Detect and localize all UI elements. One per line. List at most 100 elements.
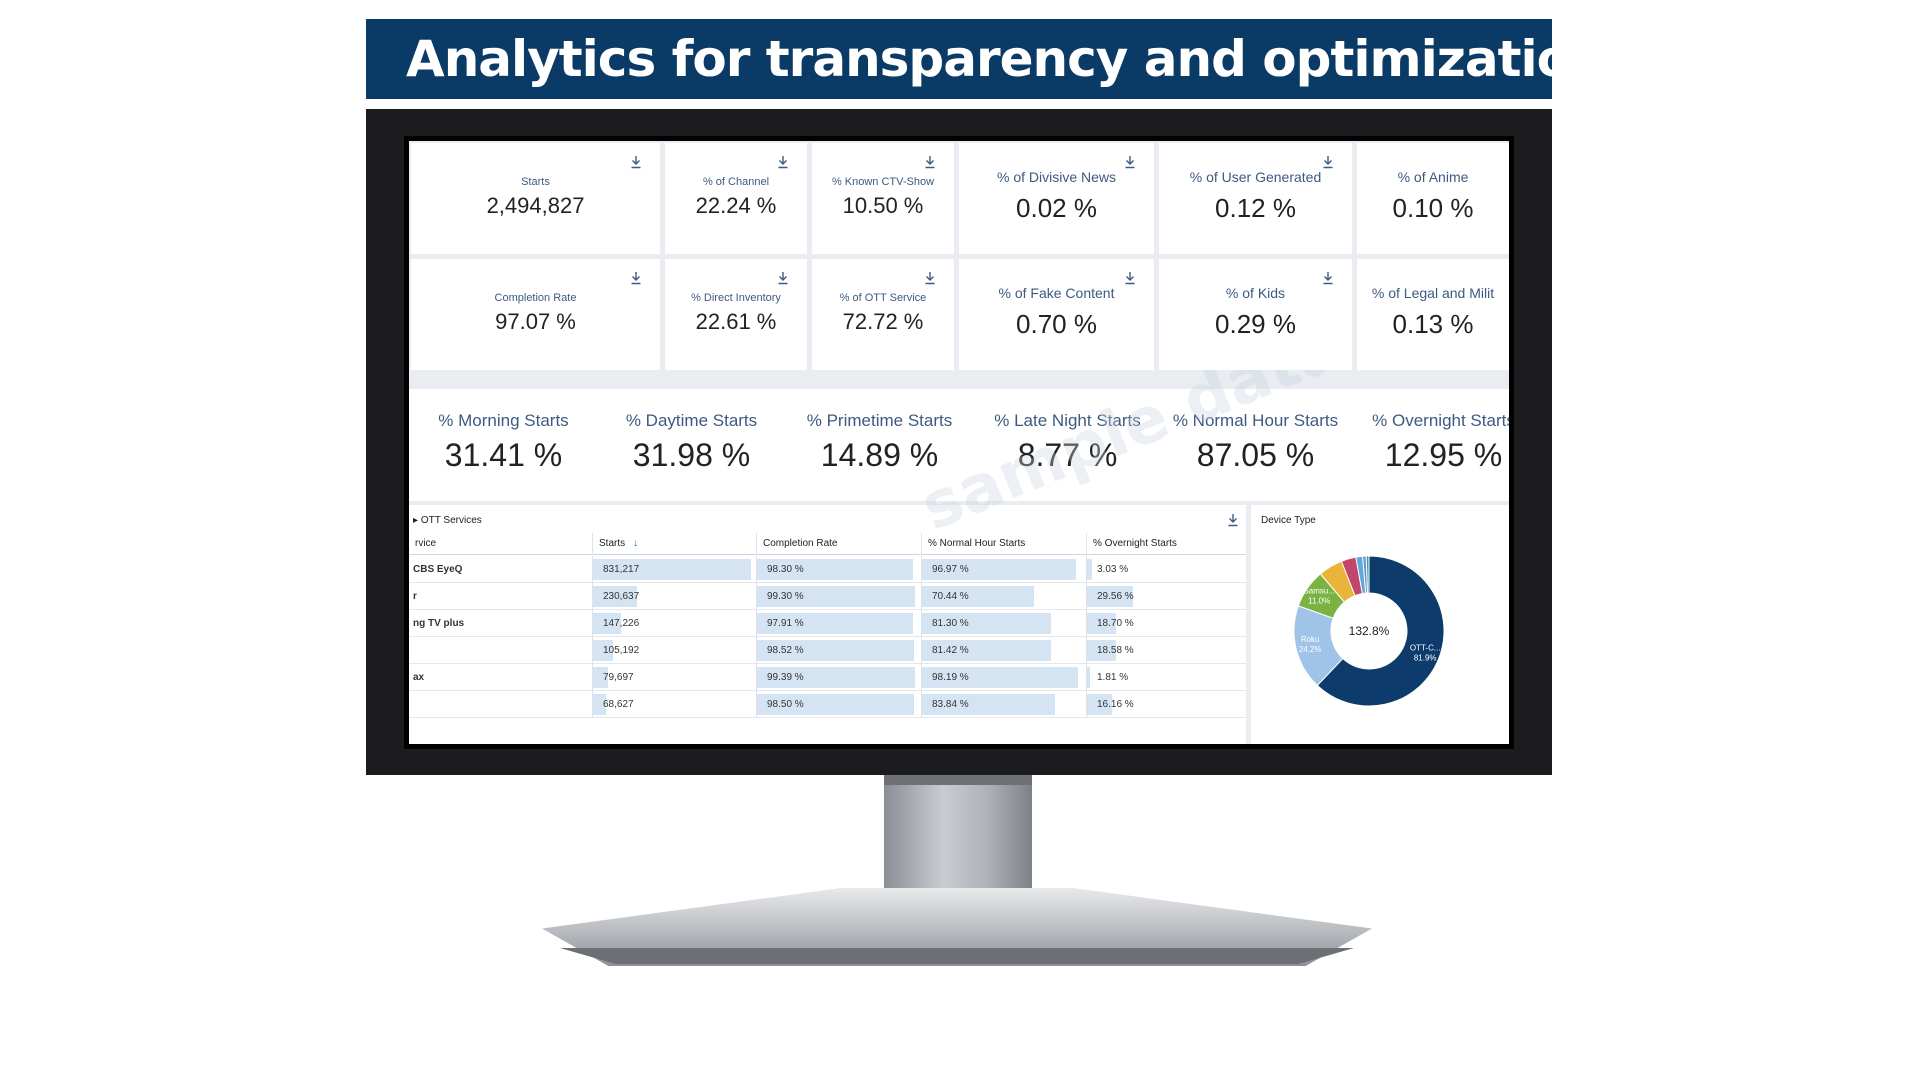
time-of-day-label: % Daytime Starts (625, 411, 758, 430)
download-icon[interactable] (1227, 513, 1239, 527)
metric-cell: 29.56 % (1086, 583, 1246, 610)
ott-services-panel: ▸ OTT Services rvice Starts ↓ Completion Ra… (409, 505, 1246, 744)
kpi-card: % of Divisive News 0.02 % (959, 143, 1154, 254)
download-icon[interactable] (1124, 271, 1136, 285)
cell-text: 99.39 % (767, 672, 804, 683)
cell-text: 3.03 % (1097, 564, 1129, 575)
cell-text: 18.70 % (1097, 618, 1134, 629)
download-icon[interactable] (924, 271, 936, 285)
sort-descending-icon[interactable]: ↓ (633, 538, 639, 549)
metric-cell: 99.30 % (756, 583, 921, 610)
table-row[interactable]: 105,192 98.52 % 81.42 % 18.58 % (409, 637, 1246, 664)
kpi-value: 97.07 % (495, 309, 576, 334)
cell-data-bar (593, 613, 621, 634)
time-of-day-metric: % Normal Hour Starts 87.05 % (1163, 389, 1348, 501)
kpi-value: 0.10 % (1392, 193, 1474, 223)
time-of-day-strip: % Morning Starts 31.41 % % Daytime Starts 3… (409, 389, 1509, 501)
cell-data-bar (593, 694, 606, 715)
column-header[interactable]: % Normal Hour Starts (921, 533, 1086, 555)
metric-cell: 98.50 % (756, 691, 921, 718)
download-icon[interactable] (777, 271, 789, 285)
metric-cell: 230,637 (592, 583, 756, 610)
cell-text: 831,217 (603, 564, 640, 575)
table-row[interactable]: ng TV plus 147,226 97.91 % 81.30 % 18.70 % (409, 610, 1246, 637)
metric-cell: 18.58 % (1086, 637, 1246, 664)
kpi-value: 0.12 % (1215, 193, 1296, 223)
table-row[interactable]: r 230,637 99.30 % 70.44 % 29.56 % (409, 583, 1246, 610)
cell-data-bar (1087, 667, 1090, 688)
cell-data-bar (1087, 640, 1116, 661)
cell-text: 29.56 % (1097, 591, 1134, 602)
cell-text: 97.91 % (767, 618, 804, 629)
cell-data-bar (593, 559, 751, 580)
cell-data-bar (1087, 559, 1092, 580)
cell-text: 70.44 % (932, 591, 969, 602)
kpi-card: % of Anime 0.10 % (1357, 143, 1509, 254)
device-type-title: Device Type (1261, 515, 1316, 526)
metric-cell: 98.19 % (921, 664, 1086, 691)
cell-text: 147,226 (603, 618, 640, 629)
kpi-label: % of Fake Content (998, 285, 1115, 301)
metric-cell: 98.30 % (756, 556, 921, 583)
download-icon[interactable] (1124, 155, 1136, 169)
cell-text: 105,192 (603, 645, 640, 656)
time-of-day-label: % Normal Hour Starts (1172, 411, 1339, 430)
cell-text: 18.58 % (1097, 645, 1134, 656)
kpi-card: Completion Rate 97.07 % (411, 259, 660, 370)
kpi-label: % of Channel (702, 176, 770, 188)
cell-data-bar (757, 586, 915, 607)
service-name-cell: r (409, 583, 592, 610)
kpi-value: 10.50 % (842, 193, 924, 218)
donut-slice[interactable] (1365, 555, 1370, 594)
kpi-card: % Direct Inventory 22.61 % (665, 259, 807, 370)
download-icon[interactable] (630, 155, 642, 169)
kpi-card: % of Channel 22.24 % (665, 143, 807, 254)
metric-cell: 83.84 % (921, 691, 1086, 718)
donut-slice[interactable] (1316, 555, 1445, 707)
column-header[interactable]: % Overnight Starts (1086, 533, 1246, 555)
metric-cell: 81.30 % (921, 610, 1086, 637)
table-row[interactable]: ax 79,697 99.39 % 98.19 % 1.81 % (409, 664, 1246, 691)
collapse-icon[interactable]: ▸ (413, 515, 421, 526)
download-icon[interactable] (630, 271, 642, 285)
kpi-value: 2,494,827 (486, 193, 585, 218)
cell-text: 98.52 % (767, 645, 804, 656)
kpi-label: % of Anime (1397, 169, 1469, 185)
metric-cell: 1.81 % (1086, 664, 1246, 691)
column-header[interactable]: rvice (409, 533, 592, 555)
donut-center-label: 132.8% (1349, 624, 1390, 638)
ott-services-title: ▸ OTT Services (413, 515, 482, 526)
cell-text: 1.81 % (1097, 672, 1129, 683)
cell-data-bar (593, 640, 613, 661)
donut-slice-label: OTT-C... (1410, 643, 1441, 652)
metric-cell: 68,627 (592, 691, 756, 718)
metric-cell: 81.42 % (921, 637, 1086, 664)
column-header[interactable]: Completion Rate (756, 533, 921, 555)
kpi-label: % Known CTV-Show (831, 176, 935, 188)
time-of-day-value: 8.77 % (1017, 437, 1118, 473)
time-of-day-value: 31.98 % (632, 437, 751, 473)
cell-data-bar (593, 586, 637, 607)
donut-slice-label: Samsu... (1303, 587, 1335, 596)
download-icon[interactable] (1322, 155, 1334, 169)
cell-data-bar (922, 613, 1051, 634)
metric-cell: 3.03 % (1086, 556, 1246, 583)
metric-cell: 79,697 (592, 664, 756, 691)
download-icon[interactable] (777, 155, 789, 169)
metric-cell: 97.91 % (756, 610, 921, 637)
cell-text: 98.50 % (767, 699, 804, 710)
table-row[interactable]: 68,627 98.50 % 83.84 % 16.16 % (409, 691, 1246, 718)
download-icon[interactable] (1322, 271, 1334, 285)
cell-data-bar (922, 694, 1055, 715)
download-icon[interactable] (924, 155, 936, 169)
table-row[interactable]: CBS EyeQ 831,217 98.30 % 96.97 % 3.03 % (409, 556, 1246, 583)
metric-cell: 147,226 (592, 610, 756, 637)
column-header-label: Starts (599, 538, 626, 549)
kpi-card: % Known CTV-Show 10.50 % (812, 143, 954, 254)
column-header[interactable]: Starts ↓ (592, 533, 756, 555)
cell-data-bar (1087, 586, 1133, 607)
column-header-label: % Normal Hour Starts (928, 538, 1026, 549)
cell-text: ax (413, 672, 425, 683)
service-name-cell (409, 637, 592, 664)
